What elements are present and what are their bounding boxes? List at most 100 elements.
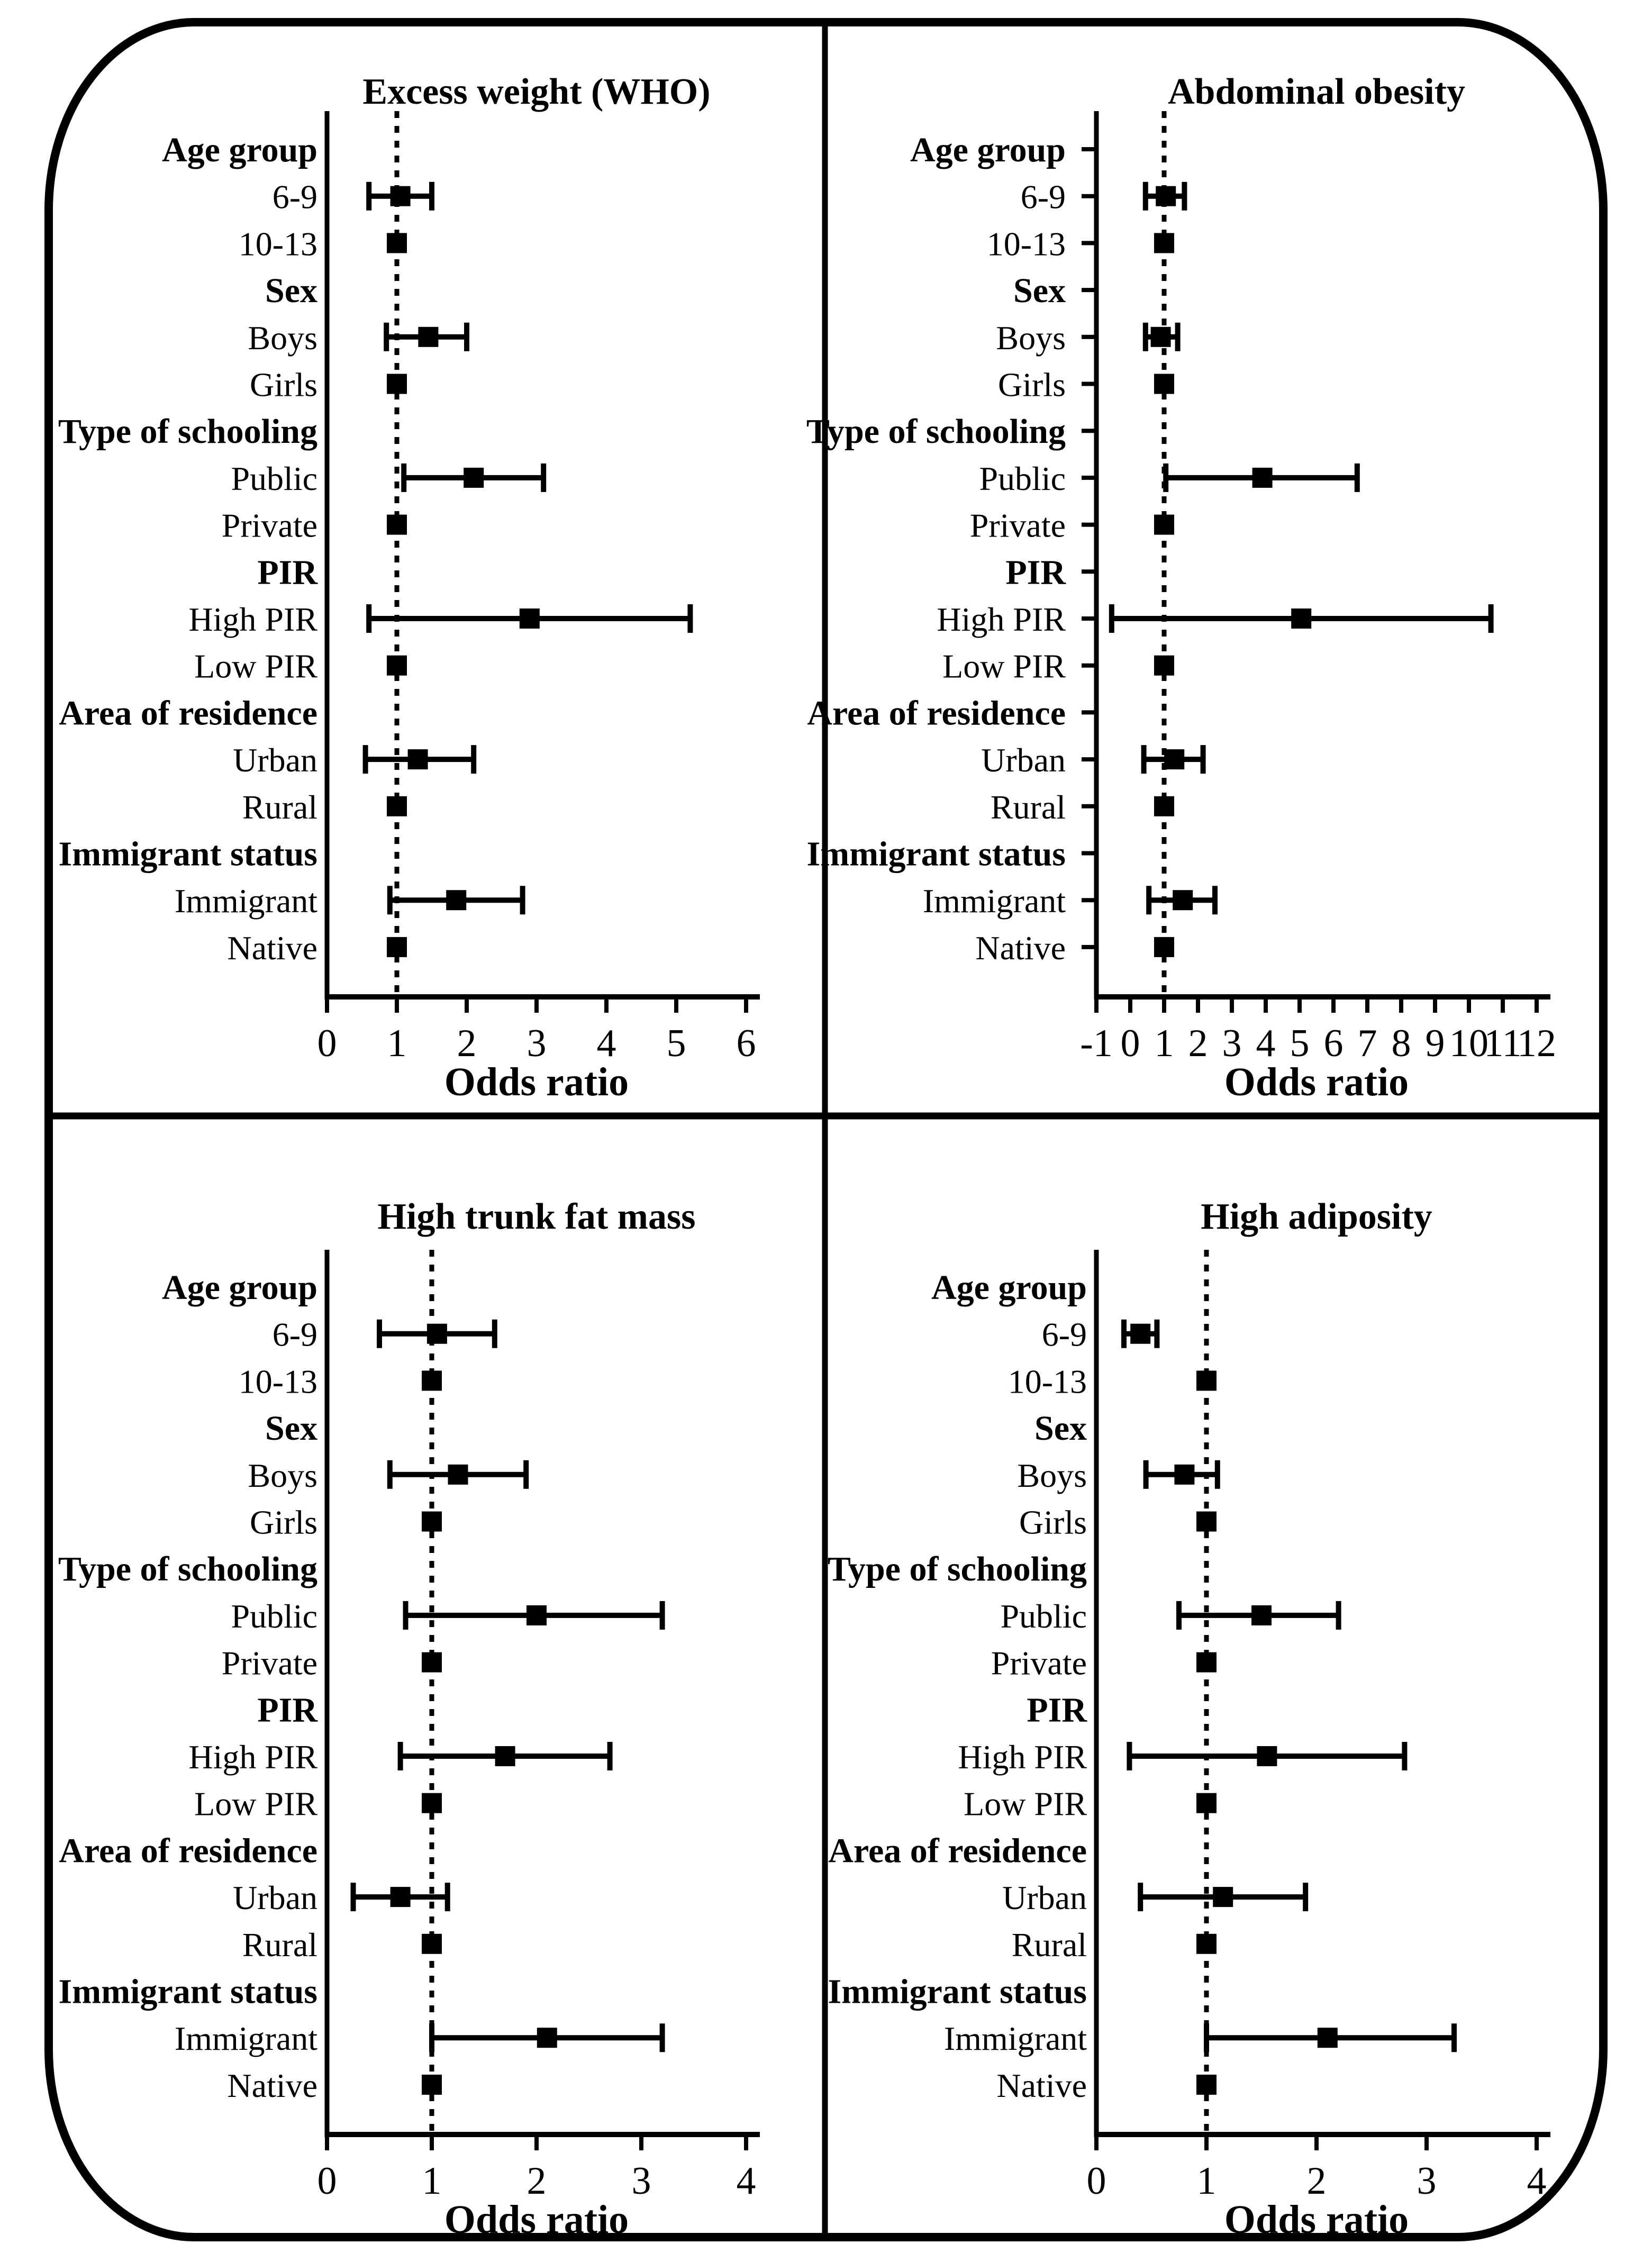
or-marker-high-trunk-fat-mass-high-pir <box>495 1746 515 1766</box>
row-header-abdominal-obesity-immigrant-status: Immigrant status <box>807 835 1066 874</box>
row-label-excess-weight-who-girls: Girls <box>250 366 317 404</box>
x-axis-label-high-adiposity: Odds ratio <box>1224 2197 1409 2242</box>
or-marker-excess-weight-who-private <box>387 514 407 535</box>
or-marker-high-adiposity-native <box>1196 2074 1217 2095</box>
or-marker-abdominal-obesity-6-9 <box>1156 186 1176 206</box>
x-tick-label-high-trunk-fat-mass-3: 3 <box>632 2159 651 2203</box>
x-axis-label-abdominal-obesity: Odds ratio <box>1224 1060 1409 1104</box>
row-header-excess-weight-who-sex: Sex <box>265 271 317 310</box>
x-tick-label-abdominal-obesity-10: 10 <box>1449 1022 1488 1065</box>
row-label-excess-weight-who-immigrant: Immigrant <box>175 882 317 920</box>
row-label-excess-weight-who-rural: Rural <box>242 788 317 826</box>
row-label-high-adiposity-urban: Urban <box>1002 1879 1087 1916</box>
row-label-excess-weight-who-low-pir: Low PIR <box>194 648 317 685</box>
panel-excess-weight-who: Excess weight (WHO) 0 1 2 3 4 5 6 Odds ratio Age … <box>58 71 760 1104</box>
row-header-excess-weight-who-immigrant-status: Immigrant status <box>59 835 318 874</box>
row-label-high-adiposity-girls: Girls <box>1019 1504 1087 1541</box>
row-label-abdominal-obesity-6-9: 6-9 <box>1021 178 1066 216</box>
row-label-excess-weight-who-private: Private <box>222 507 317 544</box>
or-marker-excess-weight-who-high-pir <box>519 608 540 629</box>
row-header-abdominal-obesity-age-group: Age group <box>910 131 1066 169</box>
or-marker-high-adiposity-boys <box>1174 1464 1195 1485</box>
row-label-abdominal-obesity-urban: Urban <box>981 741 1066 779</box>
or-marker-high-trunk-fat-mass-private <box>422 1652 442 1673</box>
or-marker-excess-weight-who-rural <box>387 796 407 816</box>
row-label-abdominal-obesity-10-13: 10-13 <box>987 225 1066 262</box>
row-header-high-adiposity-pir: PIR <box>1027 1691 1087 1729</box>
row-label-abdominal-obesity-immigrant: Immigrant <box>923 882 1066 920</box>
x-tick-label-excess-weight-who-6: 6 <box>737 1022 756 1065</box>
row-label-excess-weight-who-6-9: 6-9 <box>273 178 317 216</box>
row-label-high-trunk-fat-mass-immigrant: Immigrant <box>175 2020 317 2057</box>
row-header-high-adiposity-immigrant-status: Immigrant status <box>828 1973 1087 2011</box>
row-label-high-trunk-fat-mass-6-9: 6-9 <box>273 1316 317 1353</box>
or-marker-high-trunk-fat-mass-immigrant <box>537 2028 557 2048</box>
or-marker-excess-weight-who-low-pir <box>387 655 407 676</box>
or-marker-abdominal-obesity-urban <box>1164 749 1185 770</box>
row-label-high-adiposity-private: Private <box>991 1645 1087 1682</box>
x-tick-label-high-adiposity-3: 3 <box>1417 2159 1437 2203</box>
row-label-abdominal-obesity-boys: Boys <box>996 319 1066 357</box>
x-tick-label-high-adiposity-0: 0 <box>1087 2159 1106 2203</box>
or-marker-high-adiposity-low-pir <box>1196 1793 1217 1813</box>
row-label-high-adiposity-6-9: 6-9 <box>1042 1316 1087 1353</box>
row-label-high-adiposity-boys: Boys <box>1017 1457 1087 1494</box>
x-axis-label-excess-weight-who: Odds ratio <box>444 1060 629 1104</box>
row-label-high-adiposity-native: Native <box>996 2067 1087 2104</box>
or-marker-excess-weight-who-10-13 <box>387 233 407 253</box>
x-tick-label-abdominal-obesity-3: 3 <box>1222 1022 1242 1065</box>
row-label-high-trunk-fat-mass-girls: Girls <box>250 1504 317 1541</box>
or-marker-excess-weight-who-immigrant <box>446 890 467 911</box>
row-label-high-trunk-fat-mass-rural: Rural <box>242 1926 317 1964</box>
or-marker-excess-weight-who-urban <box>407 749 428 770</box>
or-marker-abdominal-obesity-immigrant <box>1173 890 1193 911</box>
or-marker-high-trunk-fat-mass-girls <box>422 1511 442 1532</box>
row-label-high-trunk-fat-mass-10-13: 10-13 <box>239 1362 317 1400</box>
or-marker-high-adiposity-10-13 <box>1196 1370 1217 1391</box>
x-tick-label-excess-weight-who-5: 5 <box>667 1022 686 1065</box>
or-marker-high-trunk-fat-mass-rural <box>422 1933 442 1954</box>
panel-title-high-adiposity: High adiposity <box>1201 1196 1432 1237</box>
x-tick-label-excess-weight-who-0: 0 <box>317 1022 337 1065</box>
row-label-excess-weight-who-native: Native <box>227 929 317 967</box>
row-header-high-trunk-fat-mass-sex: Sex <box>265 1409 317 1448</box>
panel-high-adiposity: High adiposity 0 1 2 3 4 Odds ratio Age group 6-… <box>828 1196 1550 2242</box>
x-tick-label-abdominal-obesity-5: 5 <box>1290 1022 1310 1065</box>
row-label-high-trunk-fat-mass-native: Native <box>227 2067 317 2104</box>
row-label-abdominal-obesity-private: Private <box>970 507 1066 544</box>
row-header-abdominal-obesity-type-of-schooling: Type of schooling <box>806 412 1066 451</box>
row-label-abdominal-obesity-public: Public <box>979 460 1066 497</box>
row-header-high-trunk-fat-mass-pir: PIR <box>257 1691 318 1729</box>
or-marker-abdominal-obesity-native <box>1154 937 1174 957</box>
row-label-excess-weight-who-high-pir: High PIR <box>188 601 317 638</box>
x-tick-label-abdominal-obesity-9: 9 <box>1426 1022 1445 1065</box>
row-label-abdominal-obesity-low-pir: Low PIR <box>942 648 1066 685</box>
or-marker-excess-weight-who-native <box>387 937 407 957</box>
row-label-high-trunk-fat-mass-public: Public <box>231 1597 317 1635</box>
panel-title-abdominal-obesity: Abdominal obesity <box>1168 71 1465 112</box>
row-label-abdominal-obesity-high-pir: High PIR <box>937 601 1066 638</box>
row-header-high-trunk-fat-mass-area-of-residence: Area of residence <box>59 1831 317 1870</box>
row-label-excess-weight-who-boys: Boys <box>248 319 317 357</box>
or-marker-high-adiposity-urban <box>1213 1887 1233 1907</box>
row-header-abdominal-obesity-pir: PIR <box>1005 553 1066 592</box>
row-header-excess-weight-who-area-of-residence: Area of residence <box>59 694 317 732</box>
or-marker-excess-weight-who-public <box>464 467 484 488</box>
x-tick-label-excess-weight-who-4: 4 <box>597 1022 616 1065</box>
or-marker-abdominal-obesity-low-pir <box>1154 655 1174 676</box>
x-tick-label-high-trunk-fat-mass-1: 1 <box>422 2159 442 2203</box>
row-label-high-trunk-fat-mass-private: Private <box>222 1645 317 1682</box>
row-label-high-trunk-fat-mass-high-pir: High PIR <box>188 1738 317 1776</box>
or-marker-high-adiposity-6-9 <box>1130 1323 1151 1344</box>
x-tick-label-abdominal-obesity-12: 12 <box>1517 1022 1556 1065</box>
row-label-abdominal-obesity-rural: Rural <box>991 788 1066 826</box>
panel-high-trunk-fat-mass: High trunk fat mass 0 1 2 3 4 Odds ratio Age gr… <box>58 1196 760 2242</box>
x-tick-label-high-adiposity-2: 2 <box>1307 2159 1327 2203</box>
or-marker-abdominal-obesity-10-13 <box>1154 233 1174 253</box>
row-label-abdominal-obesity-girls: Girls <box>998 366 1066 404</box>
or-marker-high-trunk-fat-mass-6-9 <box>426 1323 447 1344</box>
x-tick-label-excess-weight-who-2: 2 <box>457 1022 477 1065</box>
or-marker-excess-weight-who-boys <box>418 326 439 347</box>
row-label-abdominal-obesity-native: Native <box>975 929 1066 967</box>
